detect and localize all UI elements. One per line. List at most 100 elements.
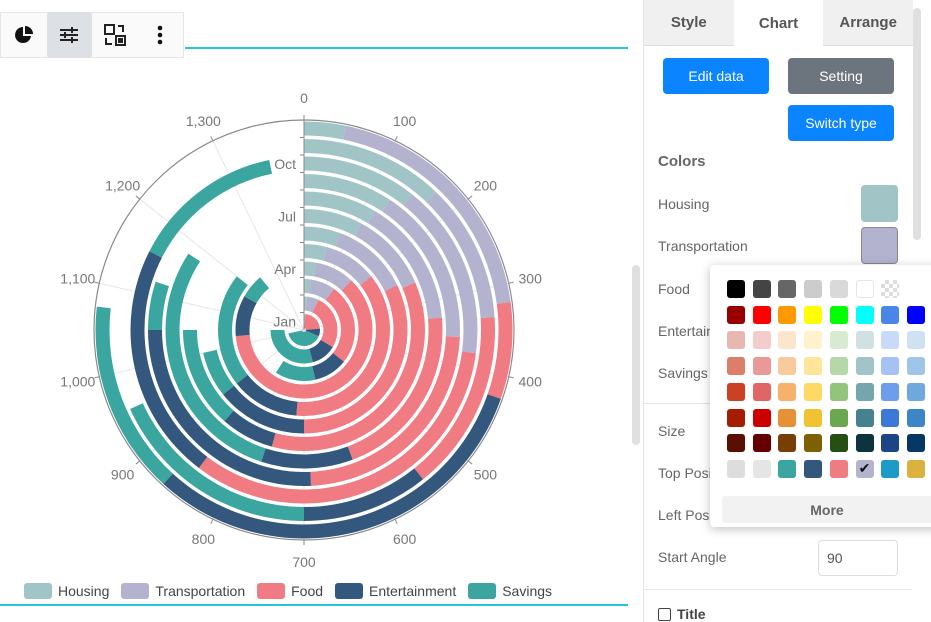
- bar-entertainment-aug[interactable]: [261, 446, 353, 469]
- bar-food-jul[interactable]: [271, 282, 425, 451]
- palette-color-swatch[interactable]: [829, 408, 848, 427]
- palette-color-swatch[interactable]: [855, 382, 874, 401]
- bar-food-jan[interactable]: [304, 314, 320, 330]
- palette-color-swatch[interactable]: [829, 382, 848, 401]
- palette-color-swatch[interactable]: [727, 382, 745, 401]
- palette-color-swatch[interactable]: [906, 459, 925, 478]
- bar-food-dec[interactable]: [487, 302, 513, 399]
- palette-color-swatch[interactable]: [752, 357, 771, 376]
- bar-entertainment-dec[interactable]: [163, 394, 501, 539]
- palette-color-swatch[interactable]: [906, 331, 925, 350]
- bar-entertainment-jan[interactable]: [305, 328, 320, 337]
- palette-color-swatch[interactable]: [778, 382, 797, 401]
- bar-housing-jul[interactable]: [304, 209, 362, 236]
- palette-color-swatch[interactable]: [881, 408, 900, 427]
- palette-color-swatch[interactable]: [727, 280, 745, 298]
- legend-item-food[interactable]: Food: [257, 583, 323, 599]
- palette-color-swatch[interactable]: [881, 434, 900, 453]
- palette-color-swatch[interactable]: [752, 382, 771, 401]
- bar-savings-jun[interactable]: [203, 349, 235, 395]
- bar-food-oct[interactable]: [198, 351, 476, 504]
- palette-color-swatch[interactable]: [881, 382, 900, 401]
- polar-stacked-bar-chart[interactable]: 0 100 200 300 400 500 600 700 800 900 1,000 1,100 1,…: [0, 60, 630, 580]
- palette-color-swatch[interactable]: [804, 434, 823, 453]
- bar-food-feb[interactable]: [312, 299, 338, 348]
- palette-color-swatch[interactable]: [778, 434, 797, 453]
- bar-transportation-dec[interactable]: [343, 125, 511, 304]
- bar-entertainment-jul[interactable]: [224, 410, 276, 447]
- bar-housing-oct[interactable]: [304, 156, 413, 206]
- palette-color-swatch[interactable]: [881, 331, 900, 350]
- bar-entertainment-apr[interactable]: [235, 296, 257, 337]
- bar-savings-jan[interactable]: [288, 330, 319, 346]
- bar-food-may[interactable]: [296, 276, 390, 416]
- bar-entertainment-oct[interactable]: [130, 251, 208, 469]
- legend-item-transportation[interactable]: Transportation: [121, 583, 245, 599]
- more-colors-button[interactable]: More: [722, 496, 931, 523]
- bar-transportation-aug[interactable]: [367, 211, 442, 319]
- palette-color-swatch[interactable]: [778, 357, 797, 376]
- panel-scrollbar[interactable]: [913, 8, 921, 240]
- palette-color-swatch[interactable]: [855, 280, 874, 298]
- palette-color-swatch[interactable]: [881, 357, 900, 376]
- bar-transportation-jun[interactable]: [335, 233, 398, 292]
- bar-housing-nov[interactable]: [304, 139, 436, 203]
- palette-color-swatch[interactable]: [752, 434, 771, 453]
- bar-housing-aug[interactable]: [304, 191, 376, 224]
- tab-chart[interactable]: Chart: [733, 0, 824, 46]
- legend-item-housing[interactable]: Housing: [24, 583, 109, 599]
- palette-color-swatch[interactable]: [778, 280, 797, 298]
- canvas-scrollbar[interactable]: [632, 265, 640, 445]
- bar-transportation-nov[interactable]: [426, 191, 495, 319]
- bar-food-apr[interactable]: [235, 280, 373, 399]
- palette-color-swatch[interactable]: [881, 305, 900, 324]
- palette-color-swatch[interactable]: [881, 459, 900, 478]
- palette-color-swatch[interactable]: [906, 382, 925, 401]
- palette-color-swatch[interactable]: [906, 408, 925, 427]
- palette-color-swatch[interactable]: [829, 305, 848, 324]
- palette-color-swatch[interactable]: [778, 408, 797, 427]
- bar-entertainment-may[interactable]: [236, 374, 298, 416]
- palette-color-swatch[interactable]: [829, 459, 848, 478]
- bar-entertainment-mar[interactable]: [312, 353, 344, 380]
- bar-savings-may[interactable]: [218, 276, 248, 384]
- bar-savings-dec[interactable]: [95, 306, 173, 484]
- palette-color-swatch[interactable]: [804, 382, 823, 401]
- bar-entertainment-nov[interactable]: [304, 468, 424, 521]
- palette-color-swatch[interactable]: [855, 408, 874, 427]
- switch-button[interactable]: [92, 12, 138, 58]
- palette-color-swatch[interactable]: [778, 305, 797, 324]
- bar-housing-mar[interactable]: [304, 279, 311, 294]
- bar-savings-jul[interactable]: [183, 330, 234, 422]
- palette-color-swatch[interactable]: [881, 280, 900, 298]
- palette-color-swatch[interactable]: [727, 331, 745, 350]
- bar-food-jun[interactable]: [304, 285, 408, 434]
- bar-savings-apr[interactable]: [244, 277, 270, 304]
- palette-color-swatch[interactable]: [727, 434, 745, 453]
- palette-color-swatch[interactable]: [804, 280, 823, 298]
- palette-color-swatch[interactable]: [727, 305, 745, 324]
- palette-color-swatch[interactable]: [804, 408, 823, 427]
- bar-food-nov[interactable]: [414, 317, 495, 480]
- bar-housing-apr[interactable]: [304, 261, 317, 277]
- palette-color-swatch[interactable]: [804, 305, 823, 324]
- bar-food-mar[interactable]: [325, 288, 355, 362]
- bar-food-aug[interactable]: [347, 317, 443, 460]
- transportation-color-swatch[interactable]: [861, 227, 898, 264]
- palette-color-swatch[interactable]: [804, 357, 823, 376]
- legend-item-entertainment[interactable]: Entertainment: [335, 583, 456, 599]
- palette-color-swatch[interactable]: [855, 331, 874, 350]
- palette-color-swatch[interactable]: [752, 331, 771, 350]
- bar-entertainment-sep[interactable]: [148, 330, 311, 487]
- start-angle-input[interactable]: 90: [818, 540, 898, 576]
- more-button[interactable]: [138, 12, 184, 58]
- bar-entertainment-feb[interactable]: [309, 340, 333, 363]
- palette-color-swatch[interactable]: [829, 280, 848, 298]
- palette-color-swatch[interactable]: [727, 408, 745, 427]
- bar-transportation-sep[interactable]: [382, 199, 460, 337]
- bar-housing-feb[interactable]: [304, 296, 308, 311]
- palette-color-swatch[interactable]: [906, 305, 925, 324]
- palette-color-swatch[interactable]: [855, 434, 874, 453]
- palette-color-swatch[interactable]: [906, 434, 925, 453]
- bar-savings-nov[interactable]: [130, 403, 304, 521]
